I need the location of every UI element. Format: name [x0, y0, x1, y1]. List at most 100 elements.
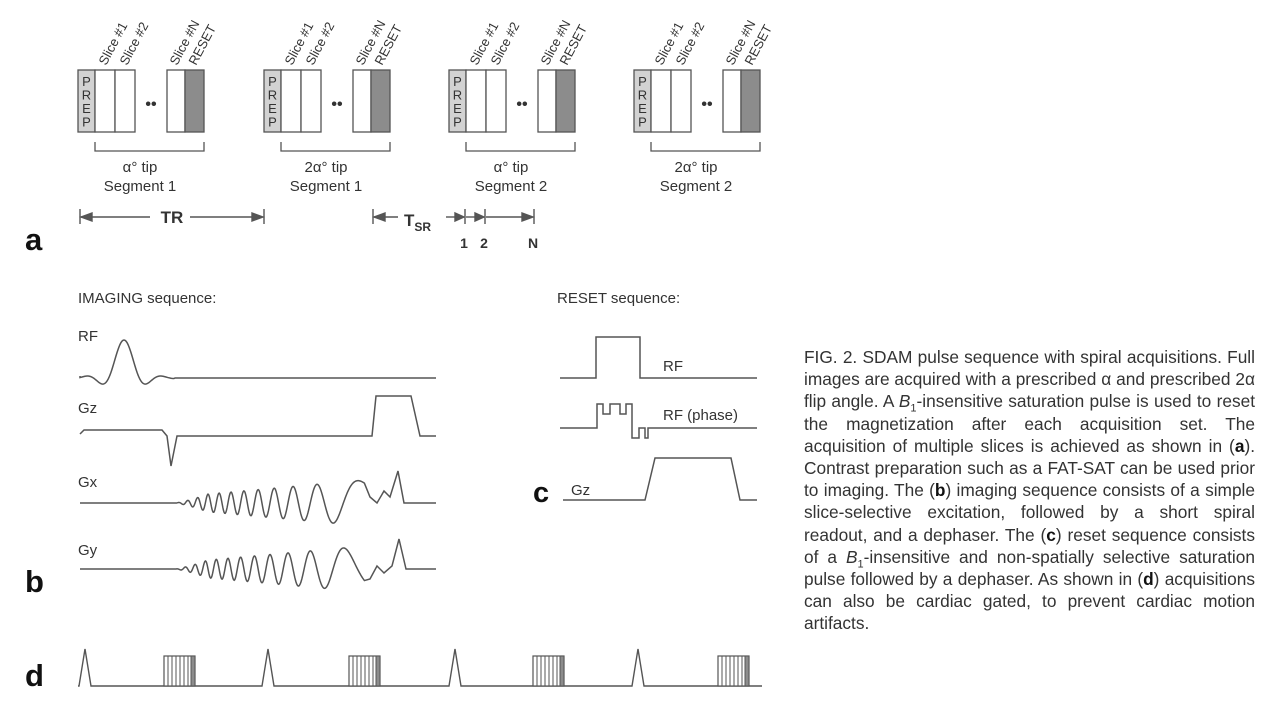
- group-bracket: [465, 142, 576, 152]
- reset-rf-waveform: [560, 336, 757, 379]
- caption-segment: ) imaging sequence consists of a simple …: [804, 480, 1256, 545]
- caption-segment: c: [1046, 524, 1056, 545]
- panel-label-c: c: [533, 477, 549, 509]
- slice-box-n: [166, 69, 186, 133]
- reset-box: [740, 69, 761, 133]
- caption-segment: ) reset sequence consists of a: [804, 524, 1255, 567]
- reset-gz-waveform: [563, 457, 757, 501]
- gy-waveform: [80, 538, 436, 590]
- group-bracket: [650, 142, 761, 152]
- prep-letter: R: [82, 88, 91, 103]
- segment-label: Segment 1: [290, 178, 363, 195]
- slice-box-2: [670, 69, 692, 133]
- panel-d: [78, 648, 762, 687]
- tip-label: 2α° tip: [304, 159, 347, 176]
- slice-box-1: [94, 69, 116, 133]
- acquisition-block-3: [532, 655, 565, 687]
- tsr-timing: [371, 209, 536, 224]
- prep-letter: R: [268, 88, 277, 103]
- reset-box: [370, 69, 391, 133]
- ellipsis-dots: ••: [331, 96, 343, 113]
- caption-segment: 1: [910, 402, 917, 415]
- slice-box-2: [485, 69, 507, 133]
- tr-timing: [78, 209, 266, 224]
- imaging-sequence-title: IMAGING sequence:: [78, 290, 216, 307]
- prep-letter: E: [268, 101, 277, 116]
- caption-segment: ). Contrast preparation such as a FAT-SA…: [804, 435, 1255, 501]
- gx-waveform: [80, 470, 436, 524]
- reset-rf-label: RF: [663, 358, 683, 375]
- panel-label-a: a: [25, 222, 43, 257]
- reset-box: [555, 69, 576, 133]
- figure-caption: FIG. 2. SDAM pulse sequence with spiral …: [804, 346, 1255, 635]
- index-label-n: N: [528, 235, 538, 251]
- tip-label: α° tip: [123, 159, 158, 176]
- slice-box-2: [300, 69, 322, 133]
- index-label-1: 1: [460, 235, 468, 251]
- index-label-2: 2: [480, 235, 488, 251]
- reset-rf-phase-waveform: [560, 403, 757, 439]
- gz-waveform: [79, 395, 436, 467]
- prep-letter: R: [638, 88, 647, 103]
- panel-label-b: b: [25, 564, 44, 599]
- slice-box-2: [114, 69, 136, 133]
- prep-letter: E: [638, 101, 647, 116]
- caption-segment: ) acquisitions can also be cardiac gated…: [804, 569, 1255, 634]
- group-bracket: [280, 142, 391, 152]
- prep-letter: P: [453, 115, 462, 130]
- slice-box-1: [465, 69, 487, 133]
- caption-body: SDAM pulse sequence with spiral acquisit…: [804, 347, 1255, 633]
- prep-letter: P: [638, 115, 647, 130]
- caption-segment: -insensitive saturation pulse is used to…: [804, 391, 1255, 456]
- prep-letter: E: [453, 101, 462, 116]
- segment-label: Segment 1: [104, 178, 177, 195]
- slice-box-1: [650, 69, 672, 133]
- acquisition-block-2: [348, 655, 381, 687]
- ellipsis-dots: ••: [701, 96, 713, 113]
- slice-box-n: [537, 69, 557, 133]
- prep-letter: R: [453, 88, 462, 103]
- caption-segment: b: [934, 480, 946, 501]
- caption-segment: SDAM pulse sequence with spiral acquisit…: [804, 347, 1255, 412]
- segment-label: Segment 2: [475, 178, 548, 195]
- acquisition-block-1: [163, 655, 196, 687]
- gy-label: Gy: [78, 542, 98, 559]
- acquisition-block-4: [717, 655, 750, 687]
- group-bracket: [94, 142, 205, 152]
- caption-segment: -insensitive and non-spatially selective…: [804, 546, 1255, 590]
- caption-segment: B: [845, 546, 858, 567]
- prep-letter: P: [82, 74, 91, 89]
- reset-sequence-title: RESET sequence:: [557, 290, 680, 307]
- ellipsis-dots: ••: [516, 96, 528, 113]
- gz-label: Gz: [78, 400, 97, 417]
- reset-gz-label: Gz: [571, 482, 590, 499]
- tip-label: α° tip: [494, 159, 529, 176]
- tr-label: TR: [161, 208, 184, 227]
- tip-label: 2α° tip: [674, 159, 717, 176]
- prep-letter: P: [638, 74, 647, 89]
- reset-box: [184, 69, 205, 133]
- slice-box-1: [280, 69, 302, 133]
- prep-letter: P: [268, 115, 277, 130]
- caption-segment: B: [898, 391, 911, 412]
- caption-segment: 1: [857, 558, 864, 571]
- reset-rf-phase-label: RF (phase): [663, 407, 738, 424]
- prep-letter: P: [82, 115, 91, 130]
- prep-letter: P: [268, 74, 277, 89]
- prep-letter: E: [82, 101, 91, 116]
- slice-box-n: [352, 69, 372, 133]
- ellipsis-dots: ••: [145, 96, 157, 113]
- slice-box-n: [722, 69, 742, 133]
- caption-segment: d: [1143, 569, 1154, 590]
- gx-label: Gx: [78, 474, 98, 491]
- segment-label: Segment 2: [660, 178, 733, 195]
- rf-label: RF: [78, 328, 98, 345]
- tsr-label: TSR: [404, 211, 431, 234]
- prep-letter: P: [453, 74, 462, 89]
- rf-waveform: [79, 339, 436, 385]
